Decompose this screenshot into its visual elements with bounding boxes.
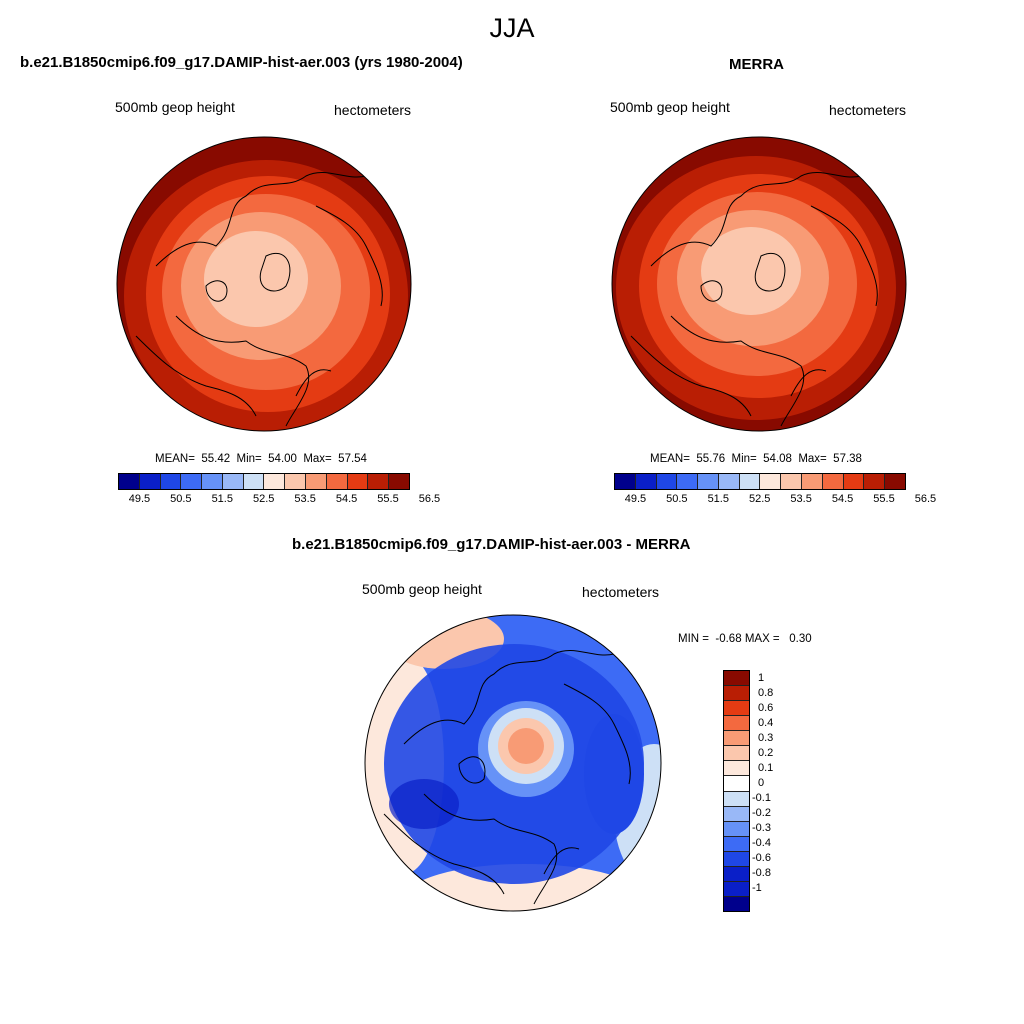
colorbar-swatch	[724, 881, 749, 897]
panel1-title: b.e21.B1850cmip6.f09_g17.DAMIP-hist-aer.…	[20, 54, 463, 71]
panel3-stats: MIN = -0.68 MAX = 0.30	[678, 633, 812, 645]
colorbar-tick-label: 1	[758, 672, 765, 684]
colorbar-tick-label: 51.5	[707, 493, 729, 505]
colorbar-tick-label: 53.5	[790, 493, 812, 505]
colorbar-tick-label: 0.4	[758, 717, 774, 729]
colorbar-swatch	[739, 474, 761, 489]
colorbar-tick-label: 56.5	[914, 493, 937, 505]
colorbar-tick-label: 56.5	[418, 493, 441, 505]
colorbar-swatch	[264, 474, 286, 489]
colorbar-tick-label: 0	[758, 777, 765, 789]
panel2-units-label: hectometers	[829, 102, 907, 118]
panel1-variable-label: 500mb geop height	[115, 99, 235, 115]
colorbar-tick-label: -0.8	[752, 867, 771, 879]
panel2-colorbar	[614, 473, 906, 490]
colorbar-swatch	[181, 474, 203, 489]
colorbar-swatch	[724, 686, 749, 702]
panel2-variable-label: 500mb geop height	[610, 99, 730, 115]
colorbar-tick-label: -0.2	[752, 807, 771, 819]
colorbar-swatch	[724, 761, 749, 777]
panel3-polar-map	[364, 614, 662, 912]
colorbar-swatch	[724, 896, 749, 911]
panel1-units-label: hectometers	[334, 102, 412, 118]
colorbar-swatch	[724, 671, 749, 687]
colorbar-swatch	[724, 701, 749, 717]
colorbar-swatch	[222, 474, 244, 489]
colorbar-swatch	[822, 474, 844, 489]
panel1-stats: MEAN= 55.42 Min= 54.00 Max= 57.54	[155, 453, 367, 465]
colorbar-tick-label: 51.5	[211, 493, 233, 505]
colorbar-tick-label: 53.5	[294, 493, 316, 505]
colorbar-tick-label: 54.5	[335, 493, 358, 505]
colorbar-swatch	[724, 731, 749, 747]
colorbar-tick-label: -0.4	[752, 837, 771, 849]
colorbar-swatch	[724, 836, 749, 852]
colorbar-swatch	[119, 474, 140, 489]
colorbar-tick-label: 0.8	[758, 687, 774, 699]
panel2-polar-map	[611, 136, 907, 432]
colorbar-swatch	[885, 474, 905, 489]
colorbar-swatch	[656, 474, 678, 489]
colorbar-swatch	[718, 474, 740, 489]
colorbar-swatch	[724, 746, 749, 762]
colorbar-tick-label: 52.5	[749, 493, 771, 505]
colorbar-tick-label: 50.5	[666, 493, 688, 505]
panel3-title: b.e21.B1850cmip6.f09_g17.DAMIP-hist-aer.…	[292, 536, 691, 553]
colorbar-tick-label: 0.6	[758, 702, 774, 714]
colorbar-swatch	[802, 474, 823, 489]
colorbar-tick-label: -0.3	[752, 822, 771, 834]
colorbar-tick-label: 55.5	[377, 493, 399, 505]
colorbar-swatch	[347, 474, 369, 489]
colorbar-swatch	[724, 776, 749, 792]
panel2-title: MERRA	[729, 56, 784, 73]
colorbar-tick-label: 54.5	[831, 493, 854, 505]
colorbar-swatch	[724, 821, 749, 837]
colorbar-swatch	[677, 474, 699, 489]
panel1-polar-map	[116, 136, 412, 432]
colorbar-swatch	[326, 474, 348, 489]
colorbar-tick-label: 52.5	[253, 493, 275, 505]
colorbar-swatch	[615, 474, 636, 489]
colorbar-swatch	[724, 791, 749, 807]
panel3-units-label: hectometers	[582, 584, 660, 600]
colorbar-swatch	[760, 474, 782, 489]
colorbar-swatch	[864, 474, 886, 489]
colorbar-swatch	[389, 474, 409, 489]
colorbar-tick-label: 0.2	[758, 747, 774, 759]
colorbar-tick-label: 55.5	[873, 493, 895, 505]
colorbar-swatch	[243, 474, 265, 489]
colorbar-tick-label: 50.5	[170, 493, 192, 505]
colorbar-swatch	[698, 474, 719, 489]
panel1-colorbar	[118, 473, 410, 490]
figure-title: JJA	[489, 13, 535, 43]
colorbar-swatch	[724, 806, 749, 822]
colorbar-tick-label: -0.6	[752, 852, 771, 864]
panel3-variable-label: 500mb geop height	[362, 581, 482, 597]
colorbar-swatch	[781, 474, 803, 489]
colorbar-swatch	[368, 474, 390, 489]
colorbar-tick-label: -0.1	[752, 792, 771, 804]
colorbar-tick-label: -1	[752, 882, 762, 894]
colorbar-tick-label: 49.5	[128, 493, 151, 505]
panel3-colorbar	[723, 670, 750, 912]
colorbar-swatch	[724, 866, 749, 882]
colorbar-swatch	[285, 474, 307, 489]
colorbar-swatch	[139, 474, 161, 489]
colorbar-swatch	[160, 474, 182, 489]
colorbar-tick-label: 0.1	[758, 762, 774, 774]
colorbar-tick-label: 49.5	[624, 493, 647, 505]
colorbar-swatch	[724, 716, 749, 732]
colorbar-swatch	[724, 851, 749, 867]
panel2-stats: MEAN= 55.76 Min= 54.08 Max= 57.38	[650, 453, 862, 465]
colorbar-swatch	[202, 474, 223, 489]
colorbar-swatch	[635, 474, 657, 489]
colorbar-swatch	[843, 474, 865, 489]
colorbar-swatch	[306, 474, 327, 489]
colorbar-tick-label: 0.3	[758, 732, 774, 744]
